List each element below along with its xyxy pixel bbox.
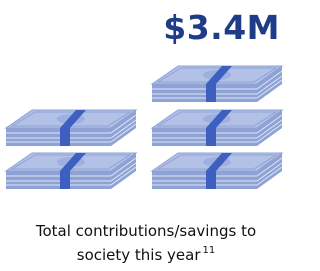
money-stack [152,153,282,189]
money-stack [6,110,136,146]
page: $3.4M Total contributions/savings t [0,0,292,271]
money-stack [152,110,282,146]
money-stack [6,153,136,189]
money-stack [152,66,282,102]
money-stacks [0,0,292,200]
caption: Total contributions/savings to society t… [16,219,276,267]
footnote-ref: 11 [203,245,216,256]
caption-text: Total contributions/savings to society t… [36,222,256,264]
